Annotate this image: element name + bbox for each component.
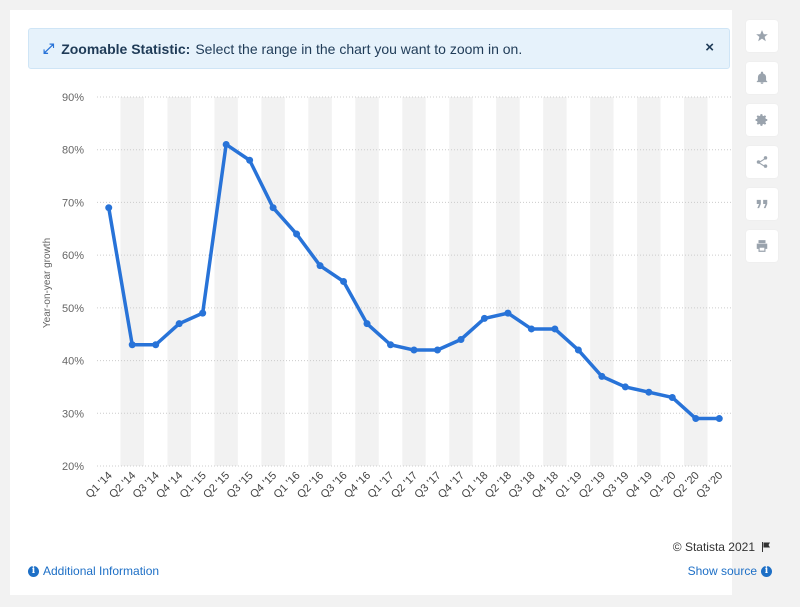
banner-title: Zoomable Statistic: [61,40,191,57]
data-point [340,278,348,285]
stripe-band [120,97,144,466]
y-axis-ticks: 20% 30% 40% 50% 60% 70% 80% 90% [62,92,84,473]
data-point [410,346,418,354]
show-source-link[interactable]: Show source i [688,564,772,578]
additional-information-link[interactable]: i Additional Information [28,564,159,578]
y-tick-label: 40% [62,356,84,368]
favorite-button[interactable] [746,20,778,52]
banner-text: Select the range in the chart you want t… [195,40,523,57]
y-tick-label: 30% [62,408,84,420]
stripe-band [543,97,567,466]
additional-information-label: Additional Information [43,564,160,578]
data-point [222,140,230,148]
zoom-banner: ⤢ Zoomable Statistic: Select the range i… [28,28,730,69]
print-button[interactable] [746,230,778,262]
expand-icon: ⤢ [43,40,55,56]
data-point [105,204,113,212]
background-stripes [120,97,708,466]
data-point [199,309,207,317]
y-tick-label: 90% [62,92,84,104]
data-point [175,320,183,328]
share-icon [756,156,768,168]
stripe-band [261,97,285,466]
y-tick-label: 60% [62,250,84,262]
data-point [504,309,512,317]
y-axis-label: Year-on-year growth [42,238,53,328]
copyright-text: © Statista 2021 [672,540,755,554]
data-point [293,230,301,238]
data-point [128,341,136,349]
bell-icon [756,71,768,84]
stripe-band [590,97,614,466]
data-point [527,325,535,333]
y-tick-label: 70% [62,197,84,209]
stripe-band [496,97,520,466]
star-icon [756,30,768,42]
data-point [152,341,160,349]
stripe-band [449,97,473,466]
data-point [574,346,582,354]
share-button[interactable] [746,146,778,178]
quote-icon [756,199,768,209]
y-tick-label: 80% [62,145,84,157]
print-icon [756,240,768,252]
y-tick-label: 50% [62,303,84,315]
stripe-band [167,97,191,466]
data-point [715,415,723,423]
data-point [621,383,629,391]
data-point [480,314,488,322]
data-point [387,341,395,349]
data-point [551,325,559,333]
data-point [433,346,441,354]
copyright: © Statista 2021 [673,540,772,554]
data-point [457,335,465,343]
data-point [692,415,700,423]
info-icon: i [761,565,772,577]
data-point [316,262,324,270]
series-group [105,140,723,423]
stripe-band [684,97,708,466]
stripe-band [355,97,379,466]
info-icon: i [28,565,39,577]
notification-button[interactable] [746,62,778,94]
settings-button[interactable] [746,104,778,136]
x-tick-label: Q3 '20 [694,470,725,501]
data-point [645,388,653,396]
data-point [668,393,676,401]
gear-icon [755,114,768,126]
close-icon[interactable]: × [705,39,714,56]
stripe-band [308,97,332,466]
data-point [598,372,606,380]
flag-icon[interactable] [760,541,772,553]
cite-button[interactable] [746,188,778,220]
data-point [363,320,371,328]
data-point [269,204,277,212]
stripe-band [402,97,426,466]
y-tick-label: 20% [62,461,84,473]
action-sidebar [746,20,778,272]
data-point [246,156,254,164]
stripe-band [637,97,661,466]
show-source-label: Show source [687,564,757,578]
